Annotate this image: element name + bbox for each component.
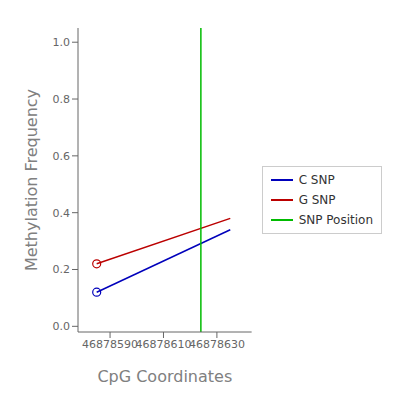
- svg-text:Methylation Frequency: Methylation Frequency: [22, 89, 41, 271]
- html-text:C SNP: C SNP: [298, 173, 335, 187]
- html-text:G SNP: G SNP: [298, 193, 336, 207]
- svg-text:CpG Coordinates: CpG Coordinates: [97, 367, 232, 386]
- svg-text:46878630: 46878630: [189, 338, 245, 351]
- svg-text:1.0: 1.0: [53, 36, 71, 49]
- svg-text:0.6: 0.6: [53, 150, 71, 163]
- svg-text:46878610: 46878610: [135, 338, 191, 351]
- svg-text:0.2: 0.2: [53, 263, 71, 276]
- svg-text:46878590: 46878590: [82, 338, 138, 351]
- svg-text:0.0: 0.0: [53, 320, 71, 333]
- svg-text:0.4: 0.4: [53, 207, 71, 220]
- html-text:SNP Position: SNP Position: [298, 213, 373, 227]
- svg-text:0.8: 0.8: [53, 93, 71, 106]
